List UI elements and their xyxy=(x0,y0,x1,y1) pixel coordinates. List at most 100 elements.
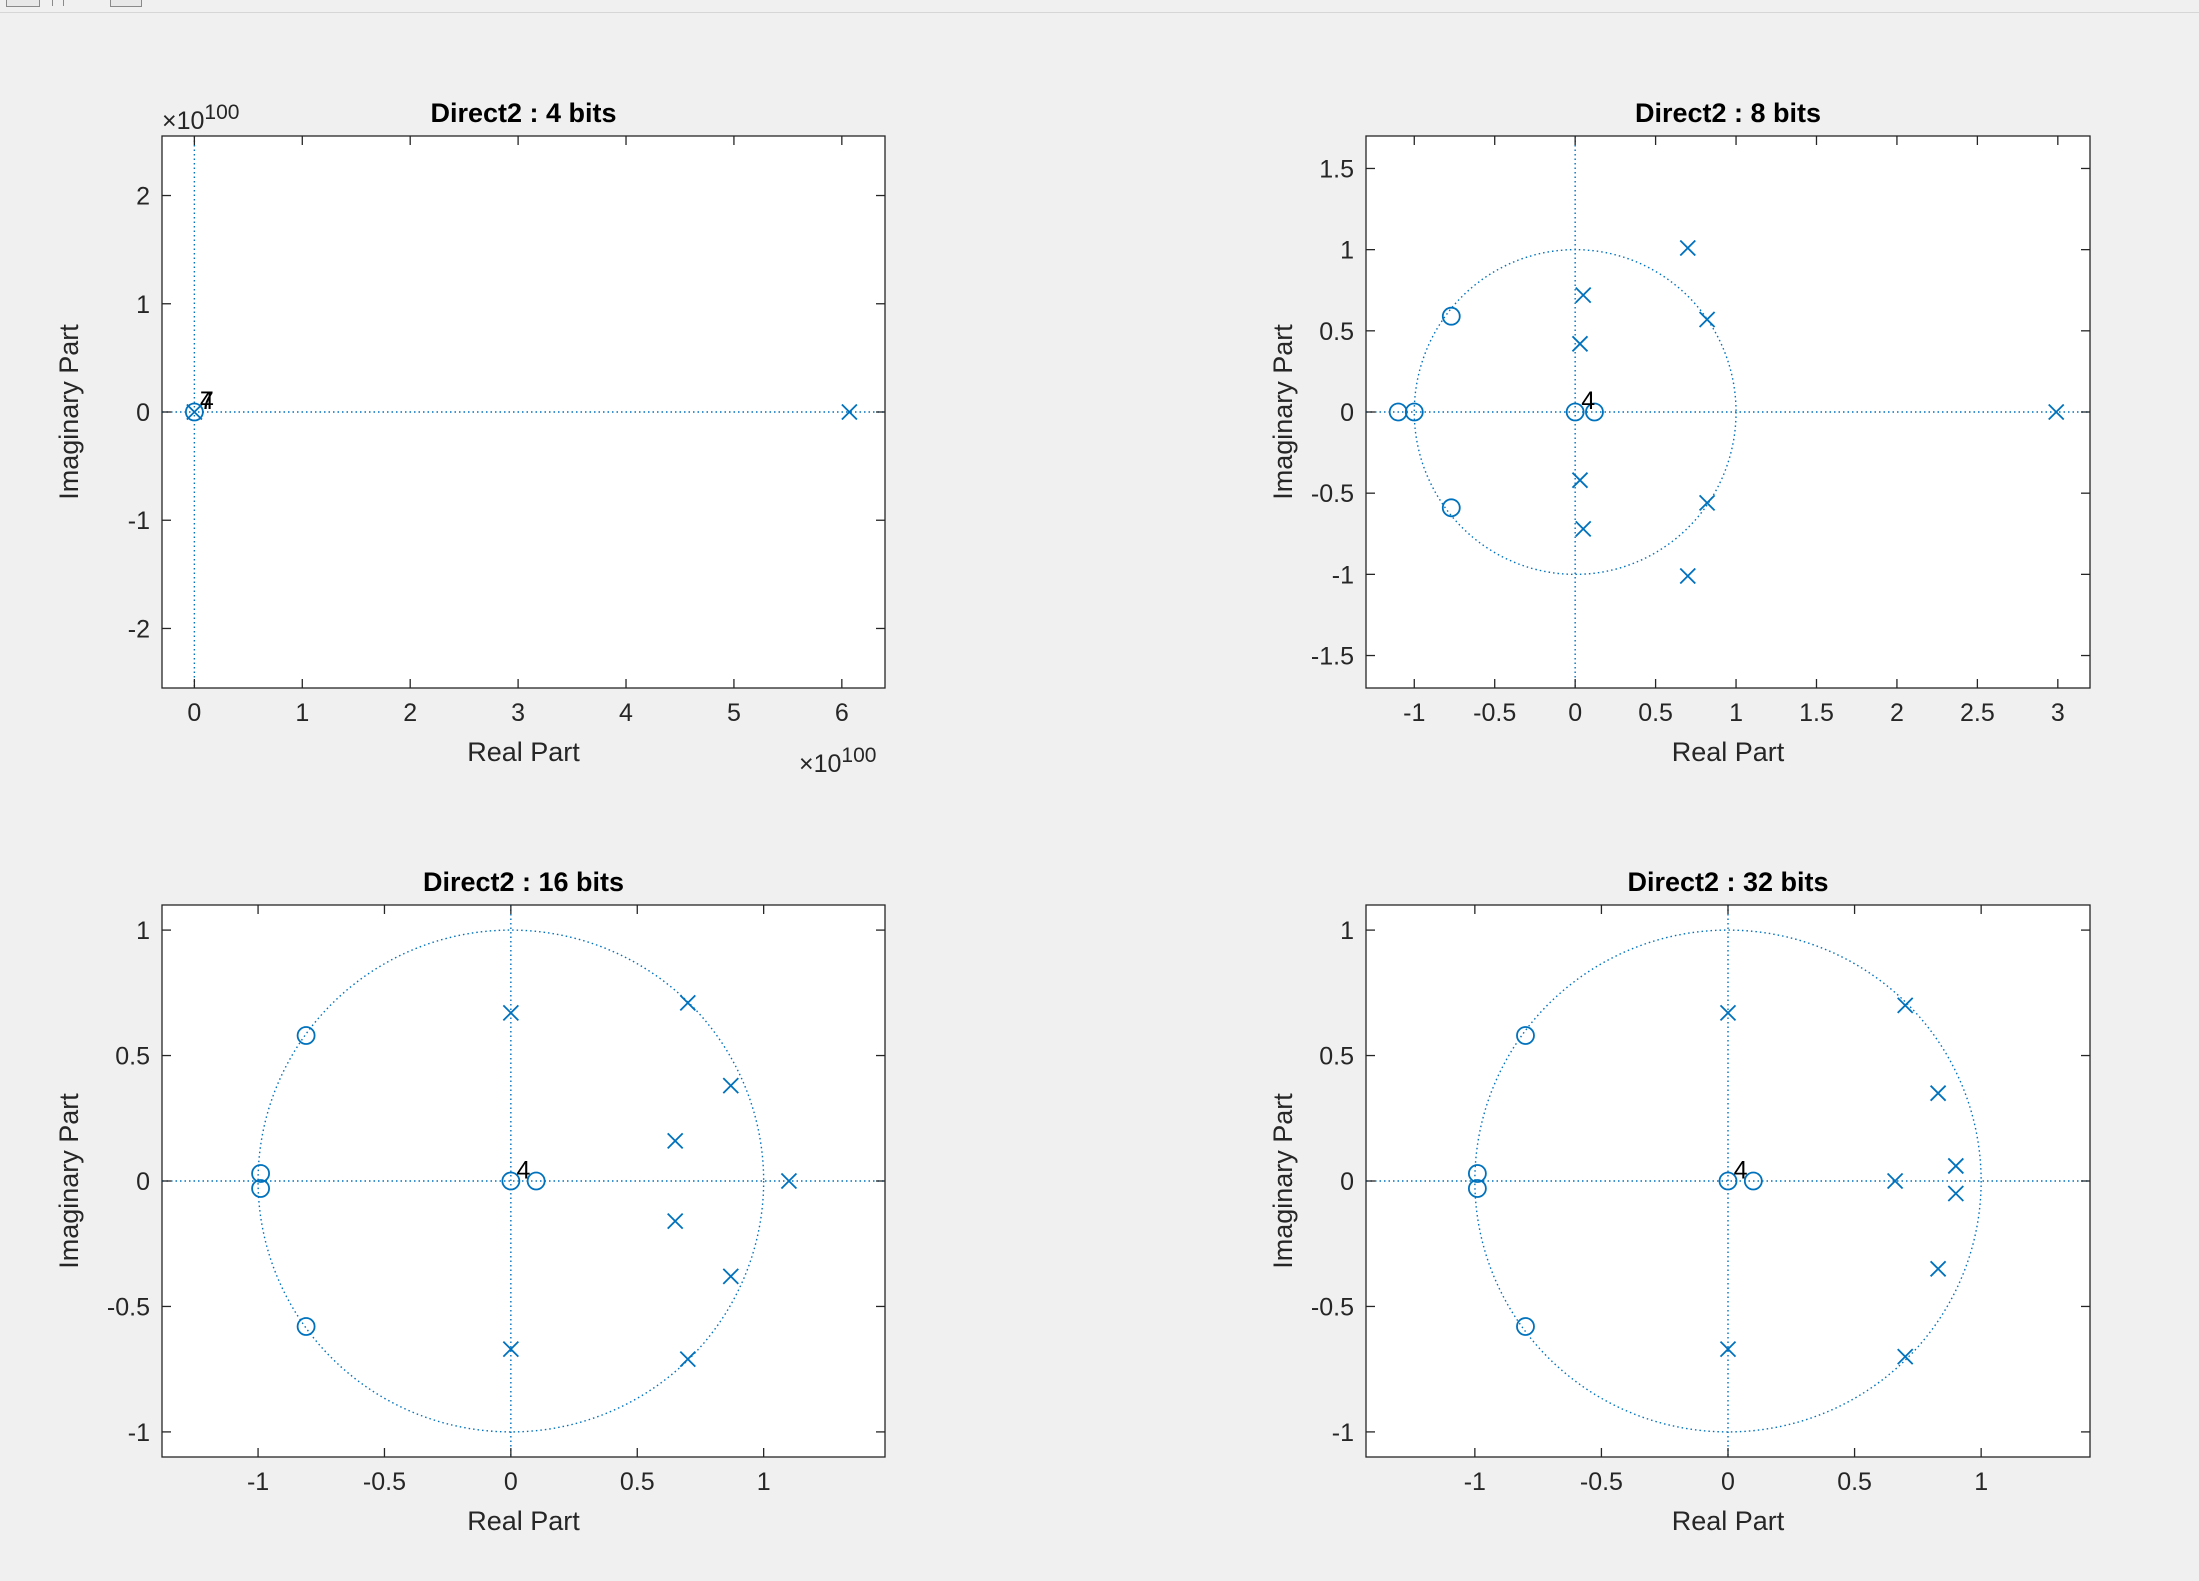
x-tick-label: -1 xyxy=(247,1468,269,1496)
zero-marker xyxy=(1743,1171,1763,1191)
zero-marker xyxy=(1718,1171,1738,1191)
pole-marker xyxy=(502,1004,519,1022)
y-tick-label: 0.5 xyxy=(115,1043,150,1071)
pole-marker xyxy=(1929,1085,1947,1102)
pole-marker xyxy=(679,994,696,1011)
pole-marker xyxy=(667,1132,684,1149)
zero-marker xyxy=(1388,402,1408,422)
chart-title: Direct2 : 4 bits xyxy=(430,98,616,128)
y-tick-label: -1 xyxy=(1332,1419,1354,1447)
y-axis-label: Imaginary Part xyxy=(1268,1093,1298,1269)
pole-marker xyxy=(1719,1340,1737,1358)
pole-marker xyxy=(722,1077,739,1094)
pole-marker xyxy=(1575,520,1592,538)
x-tick-label: -0.5 xyxy=(363,1468,406,1496)
zero-marker xyxy=(1404,402,1424,422)
x-tick-label: 0 xyxy=(1568,699,1582,727)
pole-marker xyxy=(1679,239,1696,257)
zero-marker xyxy=(501,1171,521,1191)
x-tick-label: 0 xyxy=(187,699,201,727)
y-tick-label: -0.5 xyxy=(1311,1293,1354,1321)
pole-marker xyxy=(1897,1348,1914,1365)
unit-circle xyxy=(1474,929,1982,1433)
x-tick-label: 1 xyxy=(757,1468,771,1496)
plot-content xyxy=(162,905,885,1457)
zero-marker xyxy=(1441,498,1461,518)
x-tick-label: 0.5 xyxy=(620,1468,655,1496)
zero-marker xyxy=(1516,1026,1535,1045)
unit-circle xyxy=(257,929,765,1433)
zero-marker xyxy=(251,1164,270,1183)
y-tick-label: 0.5 xyxy=(1319,1043,1354,1071)
x-axis-label: Real Part xyxy=(1672,1506,1785,1536)
pole-marker xyxy=(1698,494,1716,512)
y-tick-label: 1.5 xyxy=(1319,155,1354,183)
pole-marker xyxy=(780,1172,798,1190)
y-axis-label: Imaginary Part xyxy=(54,1093,84,1269)
pole-marker xyxy=(1575,286,1592,304)
pole-marker xyxy=(1886,1172,1904,1190)
multiplicity-label: 4 xyxy=(1581,387,1595,415)
x-tick-label: 3 xyxy=(511,699,525,727)
zero-marker xyxy=(1467,1179,1487,1198)
x-tick-label: 2 xyxy=(1890,699,1904,727)
x-exponent-label: ×10100 xyxy=(799,744,876,778)
zero-marker xyxy=(184,402,204,422)
pole-marker xyxy=(722,1268,739,1285)
y-tick-label: 1 xyxy=(1340,237,1354,265)
y-tick-label: 2 xyxy=(136,183,150,211)
toolbar-button-icon[interactable] xyxy=(110,0,142,7)
x-tick-label: 1.5 xyxy=(1799,699,1834,727)
pole-marker xyxy=(1897,997,1914,1014)
zero-marker xyxy=(526,1171,546,1191)
y-tick-label: -1 xyxy=(128,507,150,535)
y-tick-label: 1 xyxy=(136,291,150,319)
x-tick-label: 0.5 xyxy=(1837,1468,1872,1496)
plot-content xyxy=(1366,905,2090,1457)
zero-marker xyxy=(296,1026,316,1045)
x-tick-label: 4 xyxy=(619,699,633,727)
pole-marker xyxy=(1719,1004,1737,1022)
chart-title: Direct2 : 32 bits xyxy=(1627,867,1828,897)
y-tick-label: -0.5 xyxy=(1311,480,1354,508)
y-tick-label: -0.5 xyxy=(107,1293,150,1321)
pole-marker xyxy=(1947,1185,1964,1202)
y-tick-label: 0 xyxy=(1340,1168,1354,1196)
x-tick-label: 0.5 xyxy=(1638,699,1673,727)
unit-circle xyxy=(1413,248,1737,576)
zero-marker xyxy=(1565,402,1585,422)
x-tick-label: 0 xyxy=(1721,1468,1735,1496)
pole-marker xyxy=(2048,403,2065,421)
pole-marker xyxy=(1947,1157,1964,1175)
subplot-2: -1 -0.5 0 0.5 1 1.5 2 2.5 3 -1.5 -1 -0.5 0 0.5 1 1.5 4 Di… xyxy=(1268,98,2091,767)
y-tick-label: 0 xyxy=(136,399,150,427)
x-tick-label: 1 xyxy=(1729,699,1743,727)
y-tick-label: -1 xyxy=(128,1419,150,1447)
x-axis-label: Real Part xyxy=(467,737,580,767)
plot-content xyxy=(1366,136,2090,688)
y-tick-label: 1 xyxy=(1340,917,1354,945)
toolbar-button-icon[interactable] xyxy=(6,0,40,7)
x-axis-label: Real Part xyxy=(467,1506,580,1536)
figure-toolbar xyxy=(0,0,2199,13)
pole-marker xyxy=(679,1351,696,1368)
y-tick-label: 0.5 xyxy=(1319,318,1354,346)
x-tick-label: 3 xyxy=(2051,699,2065,727)
pole-marker xyxy=(1929,1260,1947,1277)
pole-marker xyxy=(1698,311,1716,328)
x-tick-label: -1 xyxy=(1403,699,1425,727)
x-tick-label: 2.5 xyxy=(1960,699,1995,727)
y-tick-label: -2 xyxy=(128,615,150,643)
x-tick-label: 1 xyxy=(1974,1468,1988,1496)
zero-marker xyxy=(296,1317,316,1336)
multiplicity-label: 4 xyxy=(516,1156,530,1184)
zero-marker xyxy=(1585,402,1604,422)
pole-marker xyxy=(1679,567,1696,585)
zero-marker xyxy=(1441,306,1461,326)
multiplicity-label: 4 xyxy=(1734,1156,1748,1184)
y-tick-label: -1.5 xyxy=(1311,643,1354,671)
x-tick-label: 2 xyxy=(403,699,417,727)
y-tick-label: 1 xyxy=(136,917,150,945)
